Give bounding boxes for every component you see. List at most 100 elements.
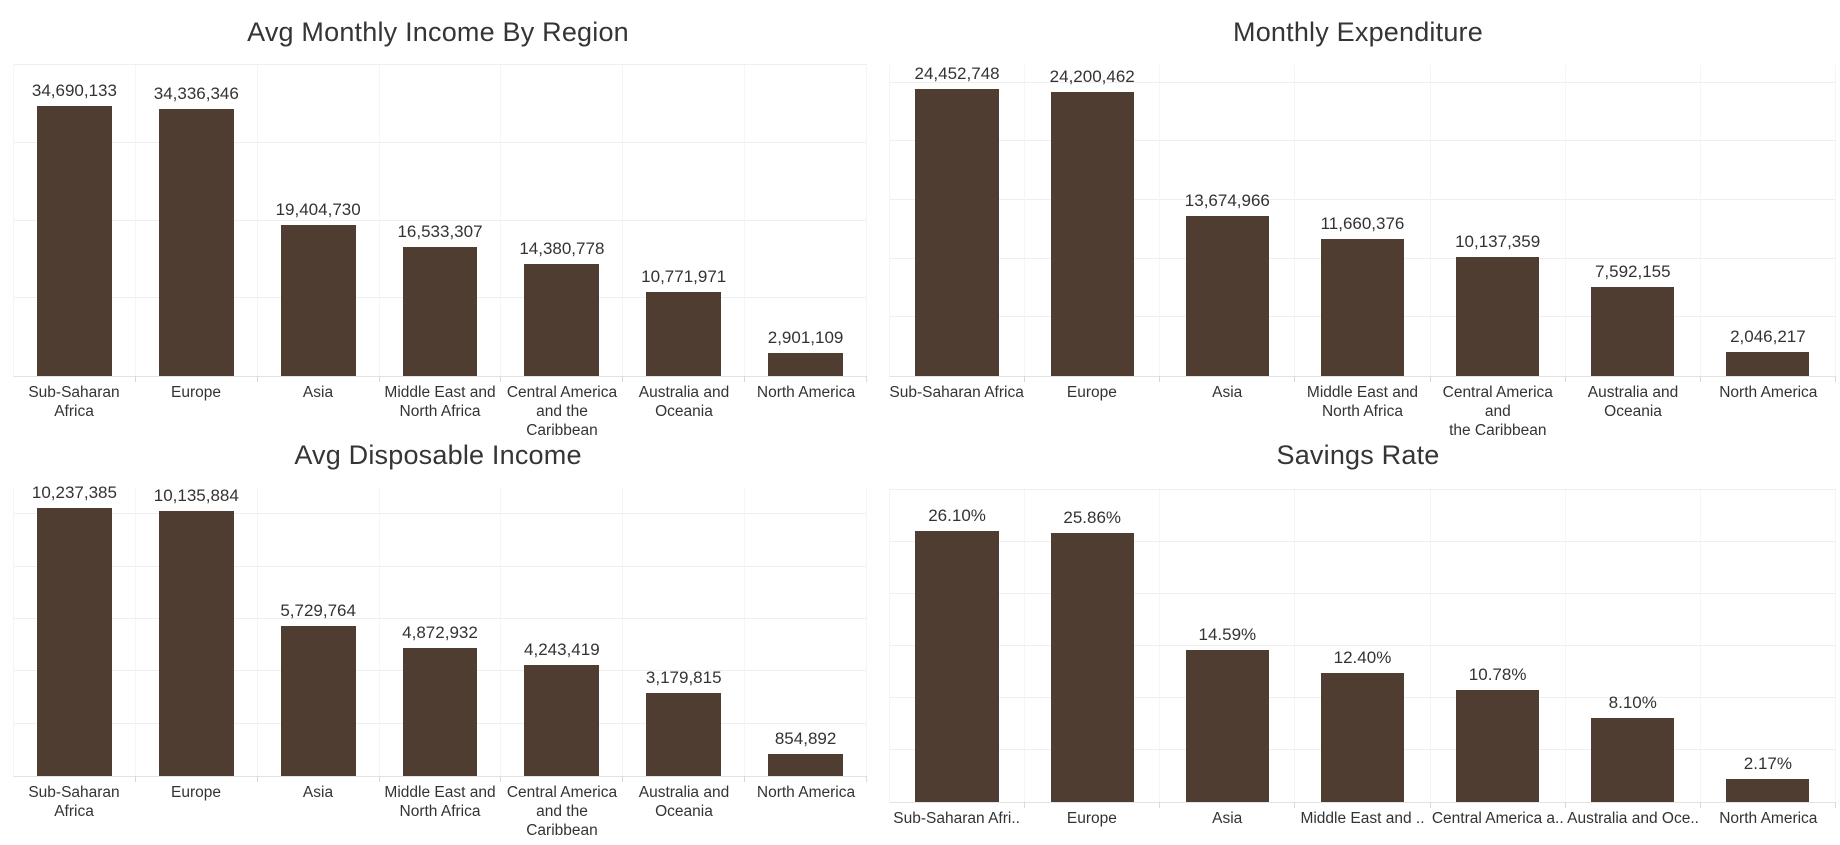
bar-column: 10,237,385 [14,483,136,782]
bar[interactable] [646,292,722,376]
x-axis-label: Europe [1066,810,1117,827]
gridline [890,140,1836,142]
bar[interactable] [1726,352,1810,376]
gridline [14,617,867,619]
column-tick [1024,376,1026,382]
bar-value-label: 14,380,778 [519,239,605,259]
bar-value-label: 25.86% [1063,508,1122,528]
bar-value-label: 12.40% [1333,648,1392,668]
x-axis-label: Sub-Saharan Afri.. [893,810,1020,827]
bar-column: 14,380,778 [501,65,624,382]
column-tick [1024,802,1026,808]
column-tick [500,776,502,782]
column-tick [866,776,868,782]
x-axis-label: Europe [1066,384,1117,401]
x-axis-label: Asia [302,384,334,401]
bar[interactable] [915,530,999,802]
gridline [890,593,1836,595]
column-tick [134,376,136,382]
bar[interactable] [402,648,478,776]
bar[interactable] [158,510,234,776]
column-tick [622,376,624,382]
bar-column: 11,660,376 [1295,65,1431,382]
bar-column: 4,243,419 [501,488,624,782]
bar[interactable] [1456,257,1540,376]
column-tick [378,376,380,382]
x-axis-labels: Sub-Saharan Africa Europe Asia Middle East … [876,377,1840,439]
column-tick [744,376,746,382]
bar[interactable] [280,625,356,776]
x-axis-label: Central America a.. [1431,810,1564,827]
plot-area: 34,690,133 34,336,346 19,404,730 16,533,307… [13,64,868,382]
chart-monthly-expenditure: Monthly Expenditure 24,452,748 24,200,462 1… [876,0,1840,439]
bar-value-label: 854,892 [774,728,837,748]
column-tick [256,776,258,782]
bar-column: 10.78% [1431,488,1566,808]
bar[interactable] [1320,673,1405,802]
x-axis-label: North America [756,784,856,801]
chart-title: Monthly Expenditure [1233,17,1483,47]
column-tick [744,776,746,782]
x-axis-label: North America [1719,384,1818,401]
plot-area: 26.10% 25.86% 14.59% 12.40% 10.78% 8.10% 2.17% [889,488,1836,808]
bar-column: 24,452,748 [890,64,1026,382]
column-tick [1429,802,1431,808]
bar-value-label: 34,690,133 [31,81,117,101]
bar[interactable] [158,109,234,376]
gridline [890,645,1836,647]
bar[interactable] [1726,779,1810,802]
x-axis-label: Asia [1212,810,1243,827]
bar-value-label: 2.17% [1743,754,1793,774]
bar-column: 12.40% [1295,488,1431,808]
bar[interactable] [915,89,999,376]
bar[interactable] [646,692,722,776]
bar[interactable] [1185,650,1269,802]
column-tick [1699,376,1701,382]
bar[interactable] [402,247,478,376]
bar[interactable] [1185,215,1269,376]
bar-columns: 26.10% 25.86% 14.59% 12.40% 10.78% 8.10% 2.17% [890,488,1836,808]
bar[interactable] [1320,239,1405,376]
column-tick [1294,376,1296,382]
chart-title: Avg Disposable Income [294,440,582,470]
bar-value-label: 26.10% [928,505,986,525]
bar-value-label: 16,533,307 [397,222,483,242]
bar[interactable] [1050,533,1134,802]
bar-column: 10,135,884 [136,486,258,782]
bar-value-label: 5,729,764 [280,600,356,620]
bar[interactable] [280,225,356,376]
column-tick [256,376,258,382]
bar[interactable] [524,264,600,376]
bar-column: 16,533,307 [380,65,502,382]
bar[interactable] [524,664,600,776]
bar[interactable] [768,753,844,776]
x-axis-label: Australia and Oce.. [1567,810,1699,827]
column-tick [1159,802,1161,808]
column-tick [1294,802,1296,808]
x-axis-label: Australia and Oceania [638,784,730,820]
bar-column: 24,200,462 [1025,65,1161,382]
gridline [14,513,867,515]
x-axis-label: Europe [171,784,221,801]
column-tick [1429,376,1431,382]
bar[interactable] [36,507,112,776]
bar-column: 14.59% [1160,488,1296,808]
bar[interactable] [768,353,844,376]
bar[interactable] [1456,689,1540,802]
column-tick [1834,376,1836,382]
bar[interactable] [1050,92,1134,376]
bar[interactable] [36,106,112,376]
column-tick [1564,802,1566,808]
x-axis-label: Australia and Oceania [1587,384,1679,420]
gridline [890,489,1836,491]
bar[interactable] [1591,717,1675,802]
chart-title: Avg Monthly Income By Region [247,17,629,47]
column-tick [1564,376,1566,382]
gridline [890,198,1836,200]
column-tick [1834,802,1836,808]
x-axis-label: Middle East and North Africa [384,384,496,420]
bar-value-label: 10,137,359 [1455,232,1541,252]
x-axis-labels: Sub-Saharan Afri.. Europe Asia Middle East … [876,803,1840,845]
bar[interactable] [1591,286,1675,376]
